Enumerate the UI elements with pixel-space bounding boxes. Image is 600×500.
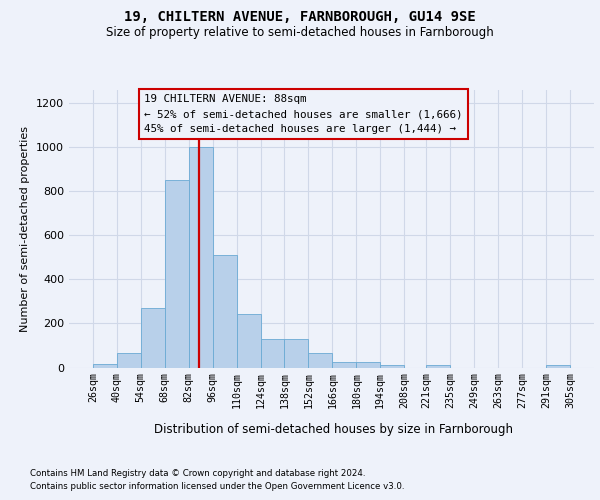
Text: Size of property relative to semi-detached houses in Farnborough: Size of property relative to semi-detach… [106, 26, 494, 39]
Bar [236, 314, 260, 368]
Bar [117, 353, 141, 368]
Bar [332, 362, 356, 368]
Bar [308, 353, 332, 368]
Bar [546, 366, 570, 368]
Bar [380, 366, 404, 368]
Bar [356, 362, 380, 368]
Bar [165, 180, 188, 368]
Y-axis label: Number of semi-detached properties: Number of semi-detached properties [20, 126, 31, 332]
Bar [93, 364, 117, 368]
Bar [212, 255, 236, 368]
Bar [427, 366, 451, 368]
Text: 19, CHILTERN AVENUE, FARNBOROUGH, GU14 9SE: 19, CHILTERN AVENUE, FARNBOROUGH, GU14 9… [124, 10, 476, 24]
Text: 19 CHILTERN AVENUE: 88sqm
← 52% of semi-detached houses are smaller (1,666)
45% : 19 CHILTERN AVENUE: 88sqm ← 52% of semi-… [144, 94, 463, 134]
Bar [260, 339, 284, 368]
Text: Contains public sector information licensed under the Open Government Licence v3: Contains public sector information licen… [30, 482, 404, 491]
Bar [188, 148, 212, 368]
Text: Distribution of semi-detached houses by size in Farnborough: Distribution of semi-detached houses by … [154, 422, 512, 436]
Bar [141, 308, 165, 368]
Bar [284, 339, 308, 368]
Text: Contains HM Land Registry data © Crown copyright and database right 2024.: Contains HM Land Registry data © Crown c… [30, 469, 365, 478]
